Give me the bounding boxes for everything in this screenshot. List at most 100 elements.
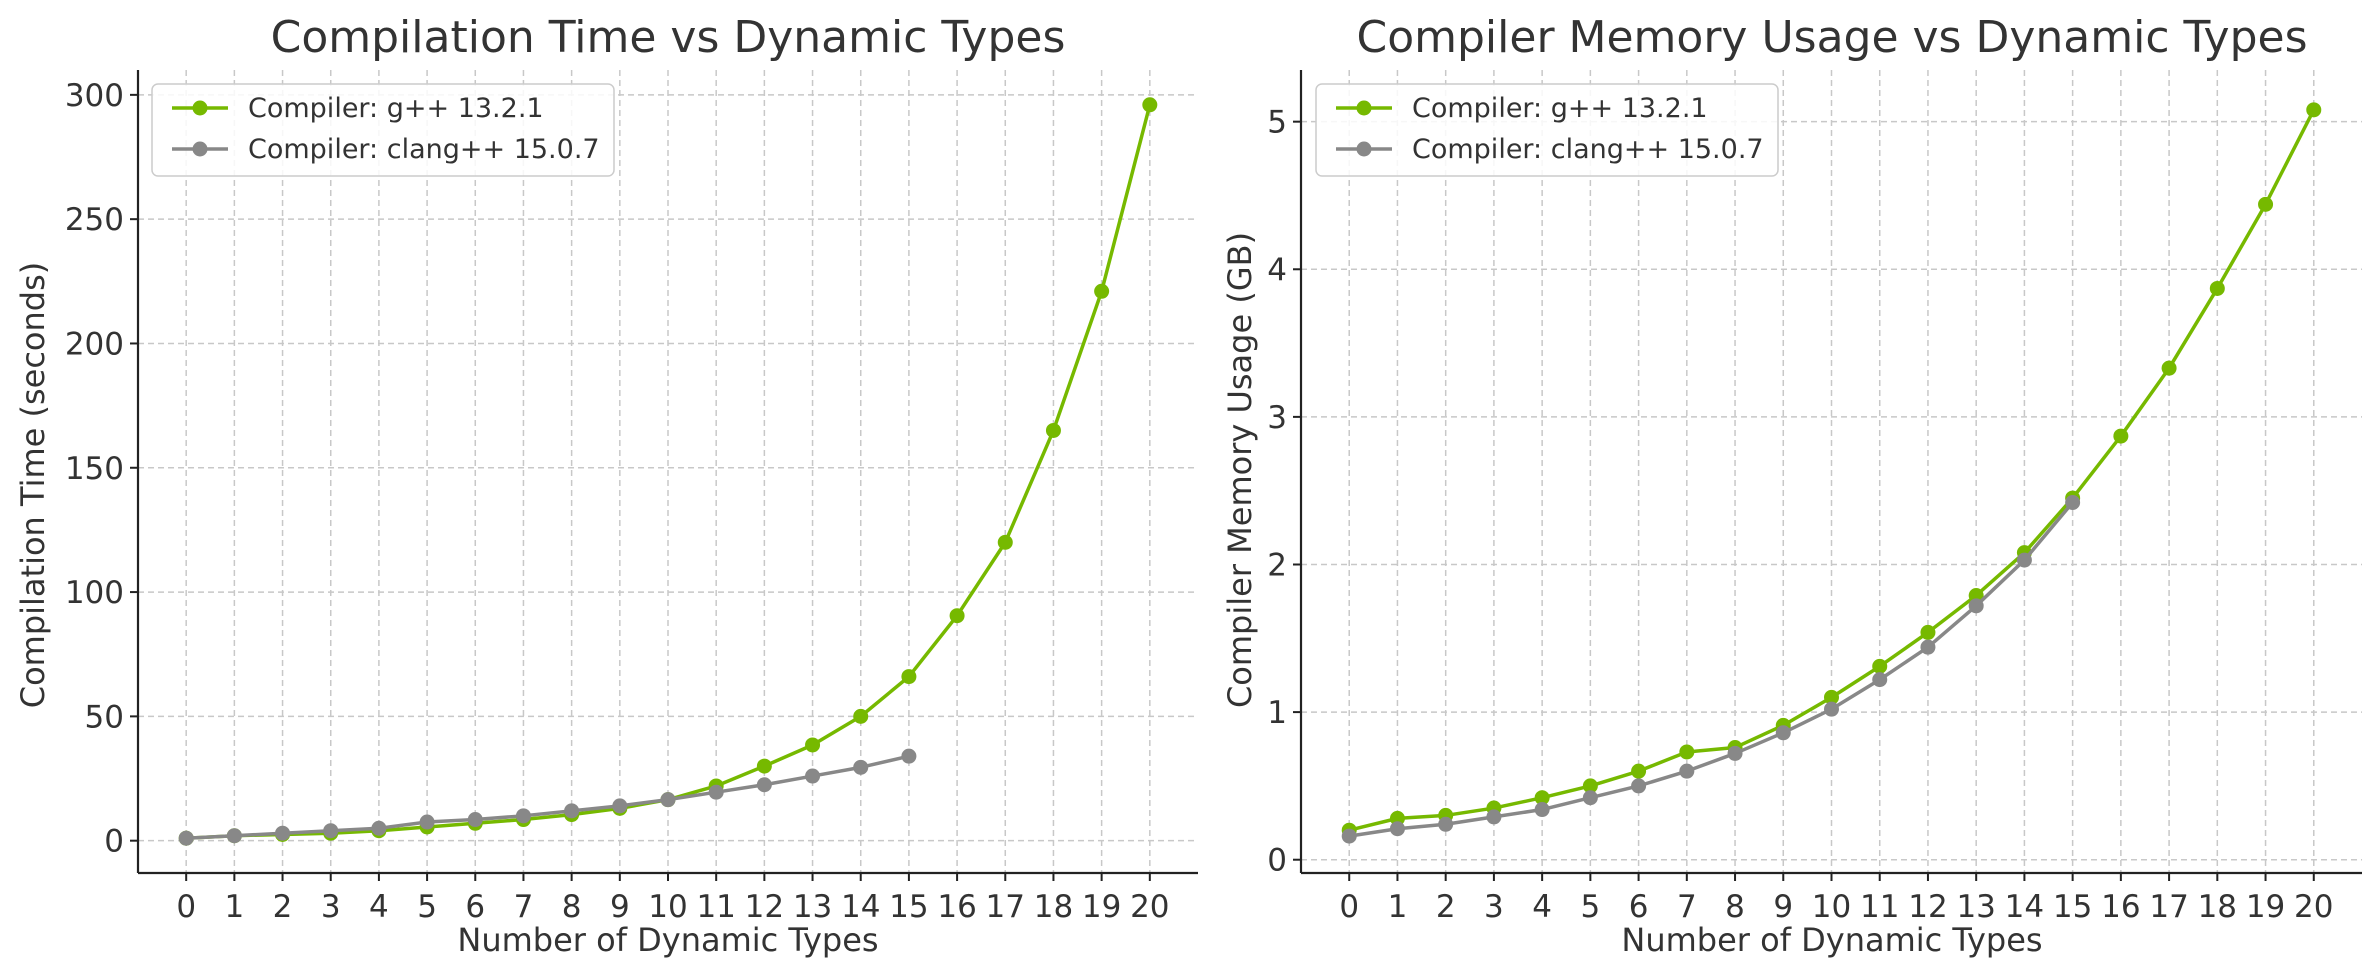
x-tick-label: 9 (610, 889, 630, 925)
x-tick-label: 20 (1130, 889, 1169, 925)
legend-label: Compiler: clang++ 15.0.7 (248, 134, 600, 165)
data-point (1582, 790, 1598, 806)
series-line (186, 754, 910, 840)
y-tick-label: 300 (65, 78, 124, 114)
data-point (1872, 658, 1888, 674)
y-tick-label: 5 (1267, 105, 1287, 141)
data-point (901, 748, 917, 764)
data-point (564, 803, 580, 819)
data-point (997, 534, 1013, 550)
data-point (660, 792, 676, 808)
compilation-time-chart: Compilation Time vs Dynamic Types Number… (14, 12, 1198, 959)
data-point (1824, 701, 1839, 717)
data-point (1775, 725, 1791, 741)
x-tick-label: 3 (1484, 889, 1504, 925)
memory-usage-chart: Compiler Memory Usage vs Dynamic Types N… (1221, 12, 2362, 959)
x-tick-label: 10 (648, 889, 687, 925)
y-tick-label: 2 (1267, 547, 1287, 583)
y-tick-label: 50 (85, 699, 124, 735)
data-point (901, 669, 917, 685)
y-tick-label: 150 (65, 451, 124, 487)
x-tick-label: 16 (2101, 889, 2140, 925)
y-tick-label: 200 (65, 326, 124, 362)
y-axis-label: Compiler Memory Usage (GB) (1221, 232, 1259, 708)
series-line (1348, 501, 2074, 838)
data-point (515, 808, 531, 824)
data-point (419, 814, 435, 830)
data-point (805, 737, 821, 753)
chart-title: Compiler Memory Usage vs Dynamic Types (1356, 12, 2307, 63)
x-tick-label: 2 (1436, 889, 1456, 925)
x-tick-label: 4 (369, 889, 389, 925)
x-tick-label: 14 (841, 889, 880, 925)
x-tick-label: 16 (937, 889, 976, 925)
y-tick-label: 1 (1267, 695, 1287, 731)
x-tick-label: 15 (889, 889, 928, 925)
x-tick-label: 15 (2053, 889, 2092, 925)
data-point (178, 830, 194, 846)
data-point (1045, 422, 1061, 438)
x-tick-label: 12 (745, 889, 784, 925)
data-point (2258, 196, 2274, 212)
legend-marker (1356, 100, 1372, 116)
y-tick-label: 3 (1267, 400, 1287, 436)
x-tick-label: 9 (1773, 889, 1793, 925)
x-tick-label: 1 (224, 889, 244, 925)
y-tick-label: 0 (1267, 843, 1287, 879)
data-point (1094, 283, 1110, 299)
data-point (1968, 598, 1984, 614)
data-point (1142, 97, 1158, 113)
data-point (275, 825, 291, 841)
x-tick-label: 1 (1388, 889, 1408, 925)
data-point (853, 759, 869, 775)
data-point (1872, 672, 1888, 688)
x-tick-label: 7 (514, 889, 534, 925)
legend-frame (1315, 83, 1779, 177)
data-point (1389, 821, 1405, 837)
data-point (2016, 552, 2032, 568)
data-point (1534, 790, 1550, 806)
x-tick-label: 17 (2149, 889, 2188, 925)
legend-label: Compiler: g++ 13.2.1 (248, 93, 544, 124)
data-point (323, 823, 339, 839)
legend: Compiler: g++ 13.2.1 Compiler: clang++ 15… (151, 83, 615, 177)
x-tick-label: 13 (1956, 889, 1995, 925)
data-point (612, 798, 628, 814)
data-point (805, 768, 821, 784)
data-point (708, 784, 724, 800)
data-point (1389, 810, 1405, 826)
x-tick-label: 6 (1629, 889, 1649, 925)
data-point (1631, 763, 1647, 779)
legend-label: Compiler: clang++ 15.0.7 (1412, 134, 1764, 165)
data-point (1824, 689, 1839, 705)
x-tick-label: 0 (1339, 889, 1359, 925)
x-tick-label: 19 (1082, 889, 1121, 925)
data-point (1438, 816, 1454, 832)
data-point (1679, 763, 1695, 779)
series-compiler-clang-15-0-7 (178, 748, 917, 846)
data-point (1582, 778, 1598, 794)
data-point (2306, 102, 2322, 118)
x-tick-label: 11 (1860, 889, 1899, 925)
data-point (2161, 360, 2177, 376)
legend-marker (192, 100, 208, 116)
data-point (1727, 745, 1743, 761)
data-point (1920, 639, 1936, 655)
x-axis-label: Number of Dynamic Types (457, 921, 878, 959)
data-point (1341, 828, 1357, 844)
data-point (853, 708, 869, 724)
x-tick-label: 12 (1908, 889, 1947, 925)
data-point (756, 758, 772, 774)
y-tick-label: 250 (65, 202, 124, 238)
x-tick-label: 13 (793, 889, 832, 925)
chart-title: Compilation Time vs Dynamic Types (271, 12, 1066, 63)
data-point (226, 828, 242, 844)
x-tick-label: 18 (1034, 889, 1073, 925)
data-point (2065, 494, 2081, 510)
x-tick-label: 5 (1580, 889, 1600, 925)
y-axis-label: Compilation Time (seconds) (14, 262, 52, 709)
x-tick-label: 2 (273, 889, 293, 925)
grid (138, 70, 1198, 873)
x-tick-label: 10 (1812, 889, 1851, 925)
